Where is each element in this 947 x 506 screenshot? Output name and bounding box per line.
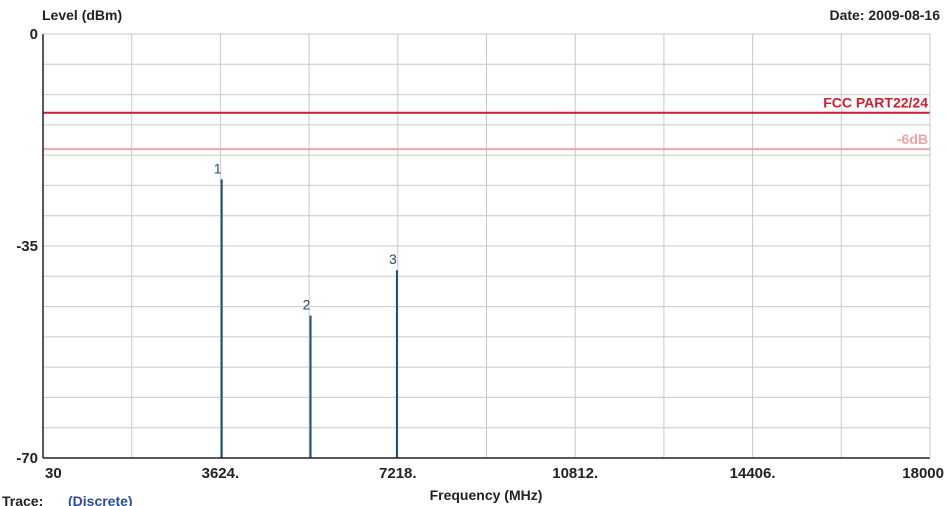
y-tick-label: -35 [16,238,38,255]
limit-line-label-1: FCC PART22/24 [823,95,928,111]
x-tick-label: 3624. [202,465,240,482]
grid [43,34,930,458]
trace-value[interactable]: (Discrete) [68,493,133,506]
axes: 0 -35 -70 30 3624. 7218. 10812. 14406. 18000 [16,26,944,482]
y-tick-label: -70 [16,450,38,467]
marker-label-1: 1 [214,160,222,176]
date-label: Date: 2009-08-16 [829,7,940,23]
x-tick-label: 18000 [902,465,944,482]
x-tick-label: 7218. [379,465,417,482]
marker-label-3: 3 [389,251,397,267]
markers: 1 2 3 [214,160,398,458]
limit-lines: FCC PART22/24 -6dB [43,95,930,151]
trace-label: Trace: [2,493,43,506]
x-tick-label: 30 [45,465,62,482]
limit-line-label-2: -6dB [897,131,928,147]
y-axis-label: Level (dBm) [42,7,122,23]
marker-label-2: 2 [303,297,311,313]
x-tick-label: 14406. [730,465,776,482]
x-tick-label: 10812. [552,465,598,482]
x-axis-label: Frequency (MHz) [430,487,543,503]
y-tick-label: 0 [30,26,38,43]
